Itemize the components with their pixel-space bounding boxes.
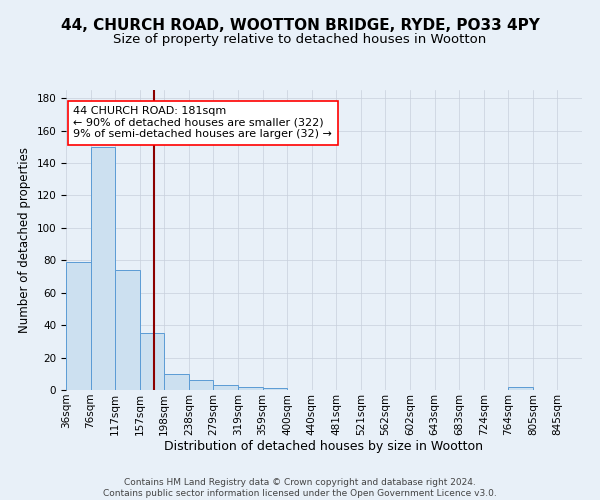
Bar — [91, 147, 115, 390]
Bar — [508, 387, 533, 390]
Bar — [164, 374, 189, 390]
Bar — [66, 262, 91, 390]
Bar — [115, 270, 140, 390]
Bar — [189, 380, 214, 390]
Y-axis label: Number of detached properties: Number of detached properties — [18, 147, 31, 333]
Bar — [238, 387, 263, 390]
Bar — [140, 333, 164, 390]
Text: Contains HM Land Registry data © Crown copyright and database right 2024.
Contai: Contains HM Land Registry data © Crown c… — [103, 478, 497, 498]
Text: 44 CHURCH ROAD: 181sqm
← 90% of detached houses are smaller (322)
9% of semi-det: 44 CHURCH ROAD: 181sqm ← 90% of detached… — [73, 106, 332, 140]
X-axis label: Distribution of detached houses by size in Wootton: Distribution of detached houses by size … — [164, 440, 484, 454]
Text: 44, CHURCH ROAD, WOOTTON BRIDGE, RYDE, PO33 4PY: 44, CHURCH ROAD, WOOTTON BRIDGE, RYDE, P… — [61, 18, 539, 32]
Text: Size of property relative to detached houses in Wootton: Size of property relative to detached ho… — [113, 32, 487, 46]
Bar — [263, 388, 287, 390]
Bar — [214, 385, 238, 390]
